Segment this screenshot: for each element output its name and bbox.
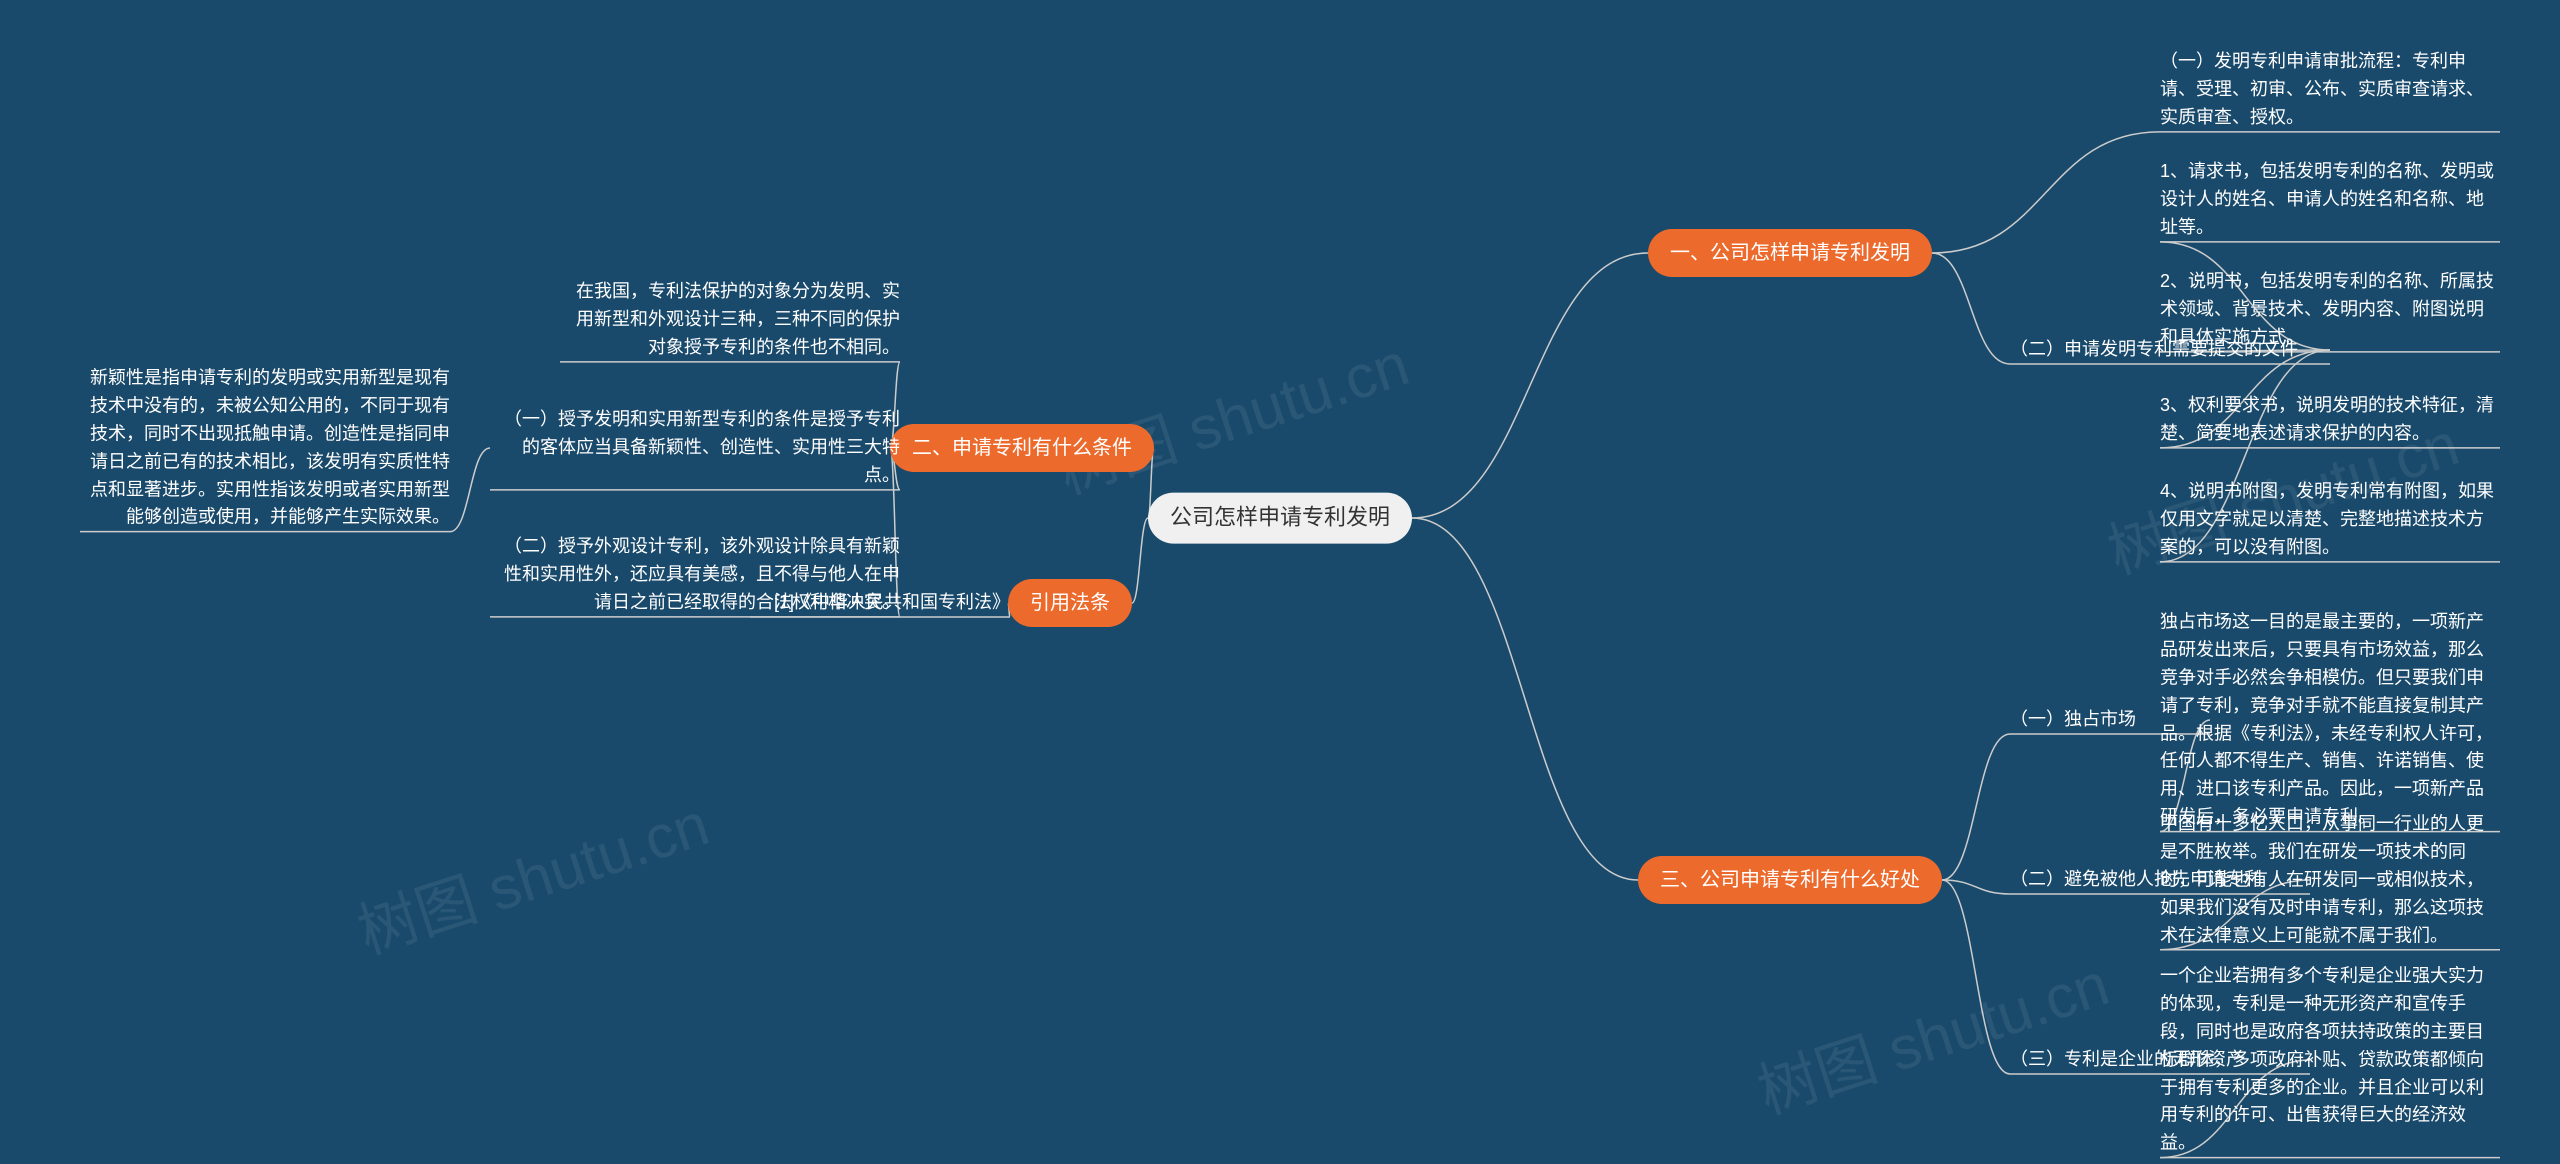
- leaf-node: 在我国，专利法保护的对象分为发明、实用新型和外观设计三种，三种不同的保护对象授予…: [560, 278, 900, 362]
- branch-node[interactable]: 二、申请专利有什么条件: [890, 424, 1154, 472]
- branch-node[interactable]: 引用法条: [1008, 579, 1132, 627]
- edge: [1412, 518, 1638, 880]
- leaf-node: 1、请求书，包括发明专利的名称、发明或设计人的姓名、申请人的姓名和名称、地址等。: [2160, 158, 2500, 242]
- leaf-node: 4、说明书附图，发明专利常有附图，如果仅用文字就足以清楚、完整地描述技术方案的，…: [2160, 478, 2500, 562]
- edge: [1412, 253, 1648, 518]
- edge: [1932, 132, 2160, 253]
- edge: [1942, 734, 2010, 880]
- leaf-node: 2、说明书，包括发明专利的名称、所属技术领域、背景技术、发明内容、附图说明和具体…: [2160, 268, 2500, 352]
- edge: [450, 448, 490, 532]
- edge: [1942, 880, 2010, 1074]
- branch-node[interactable]: 三、公司申请专利有什么好处: [1638, 856, 1942, 904]
- leaf-node: （一）发明专利申请审批流程：专利申请、受理、初审、公布、实质审查请求、实质审查、…: [2160, 48, 2500, 132]
- edge: [1942, 880, 2010, 894]
- leaf-node: （一）授予发明和实用新型专利的条件是授予专利的客体应当具备新颖性、创造性、实用性…: [490, 406, 900, 490]
- leaf-node: 3、权利要求书，说明发明的技术特征，清楚、简要地表述请求保护的内容。: [2160, 392, 2500, 448]
- mindmap-stage: 树图 shutu.cn树图 shutu.cn树图 shutu.cn树图 shut…: [0, 0, 2560, 1164]
- leaf-node: 中国有十多亿人口，从事同一行业的人更是不胜枚举。我们在研发一项技术的同时，可能也…: [2160, 810, 2500, 949]
- edge: [1932, 253, 2010, 364]
- edge: [1132, 518, 1148, 603]
- leaf-node: 一个企业若拥有多个专利是企业强大实力的体现，专利是一种无形资产和宣传手段，同时也…: [2160, 962, 2500, 1157]
- leaf-node: [1]《中华人民共和国专利法》: [750, 589, 1010, 617]
- leaf-node: 独占市场这一目的是最主要的，一项新产品研发出来后，只要具有市场效益，那么竞争对手…: [2160, 608, 2500, 831]
- watermark: 树图 shutu.cn: [345, 776, 718, 971]
- watermark: 树图 shutu.cn: [1045, 316, 1418, 511]
- branch-node[interactable]: 一、公司怎样申请专利发明: [1648, 229, 1932, 277]
- watermark: 树图 shutu.cn: [1745, 936, 2118, 1131]
- root-node[interactable]: 公司怎样申请专利发明: [1148, 493, 1412, 544]
- leaf-node: 新颖性是指申请专利的发明或实用新型是现有技术中没有的，未被公知公用的，不同于现有…: [80, 364, 450, 531]
